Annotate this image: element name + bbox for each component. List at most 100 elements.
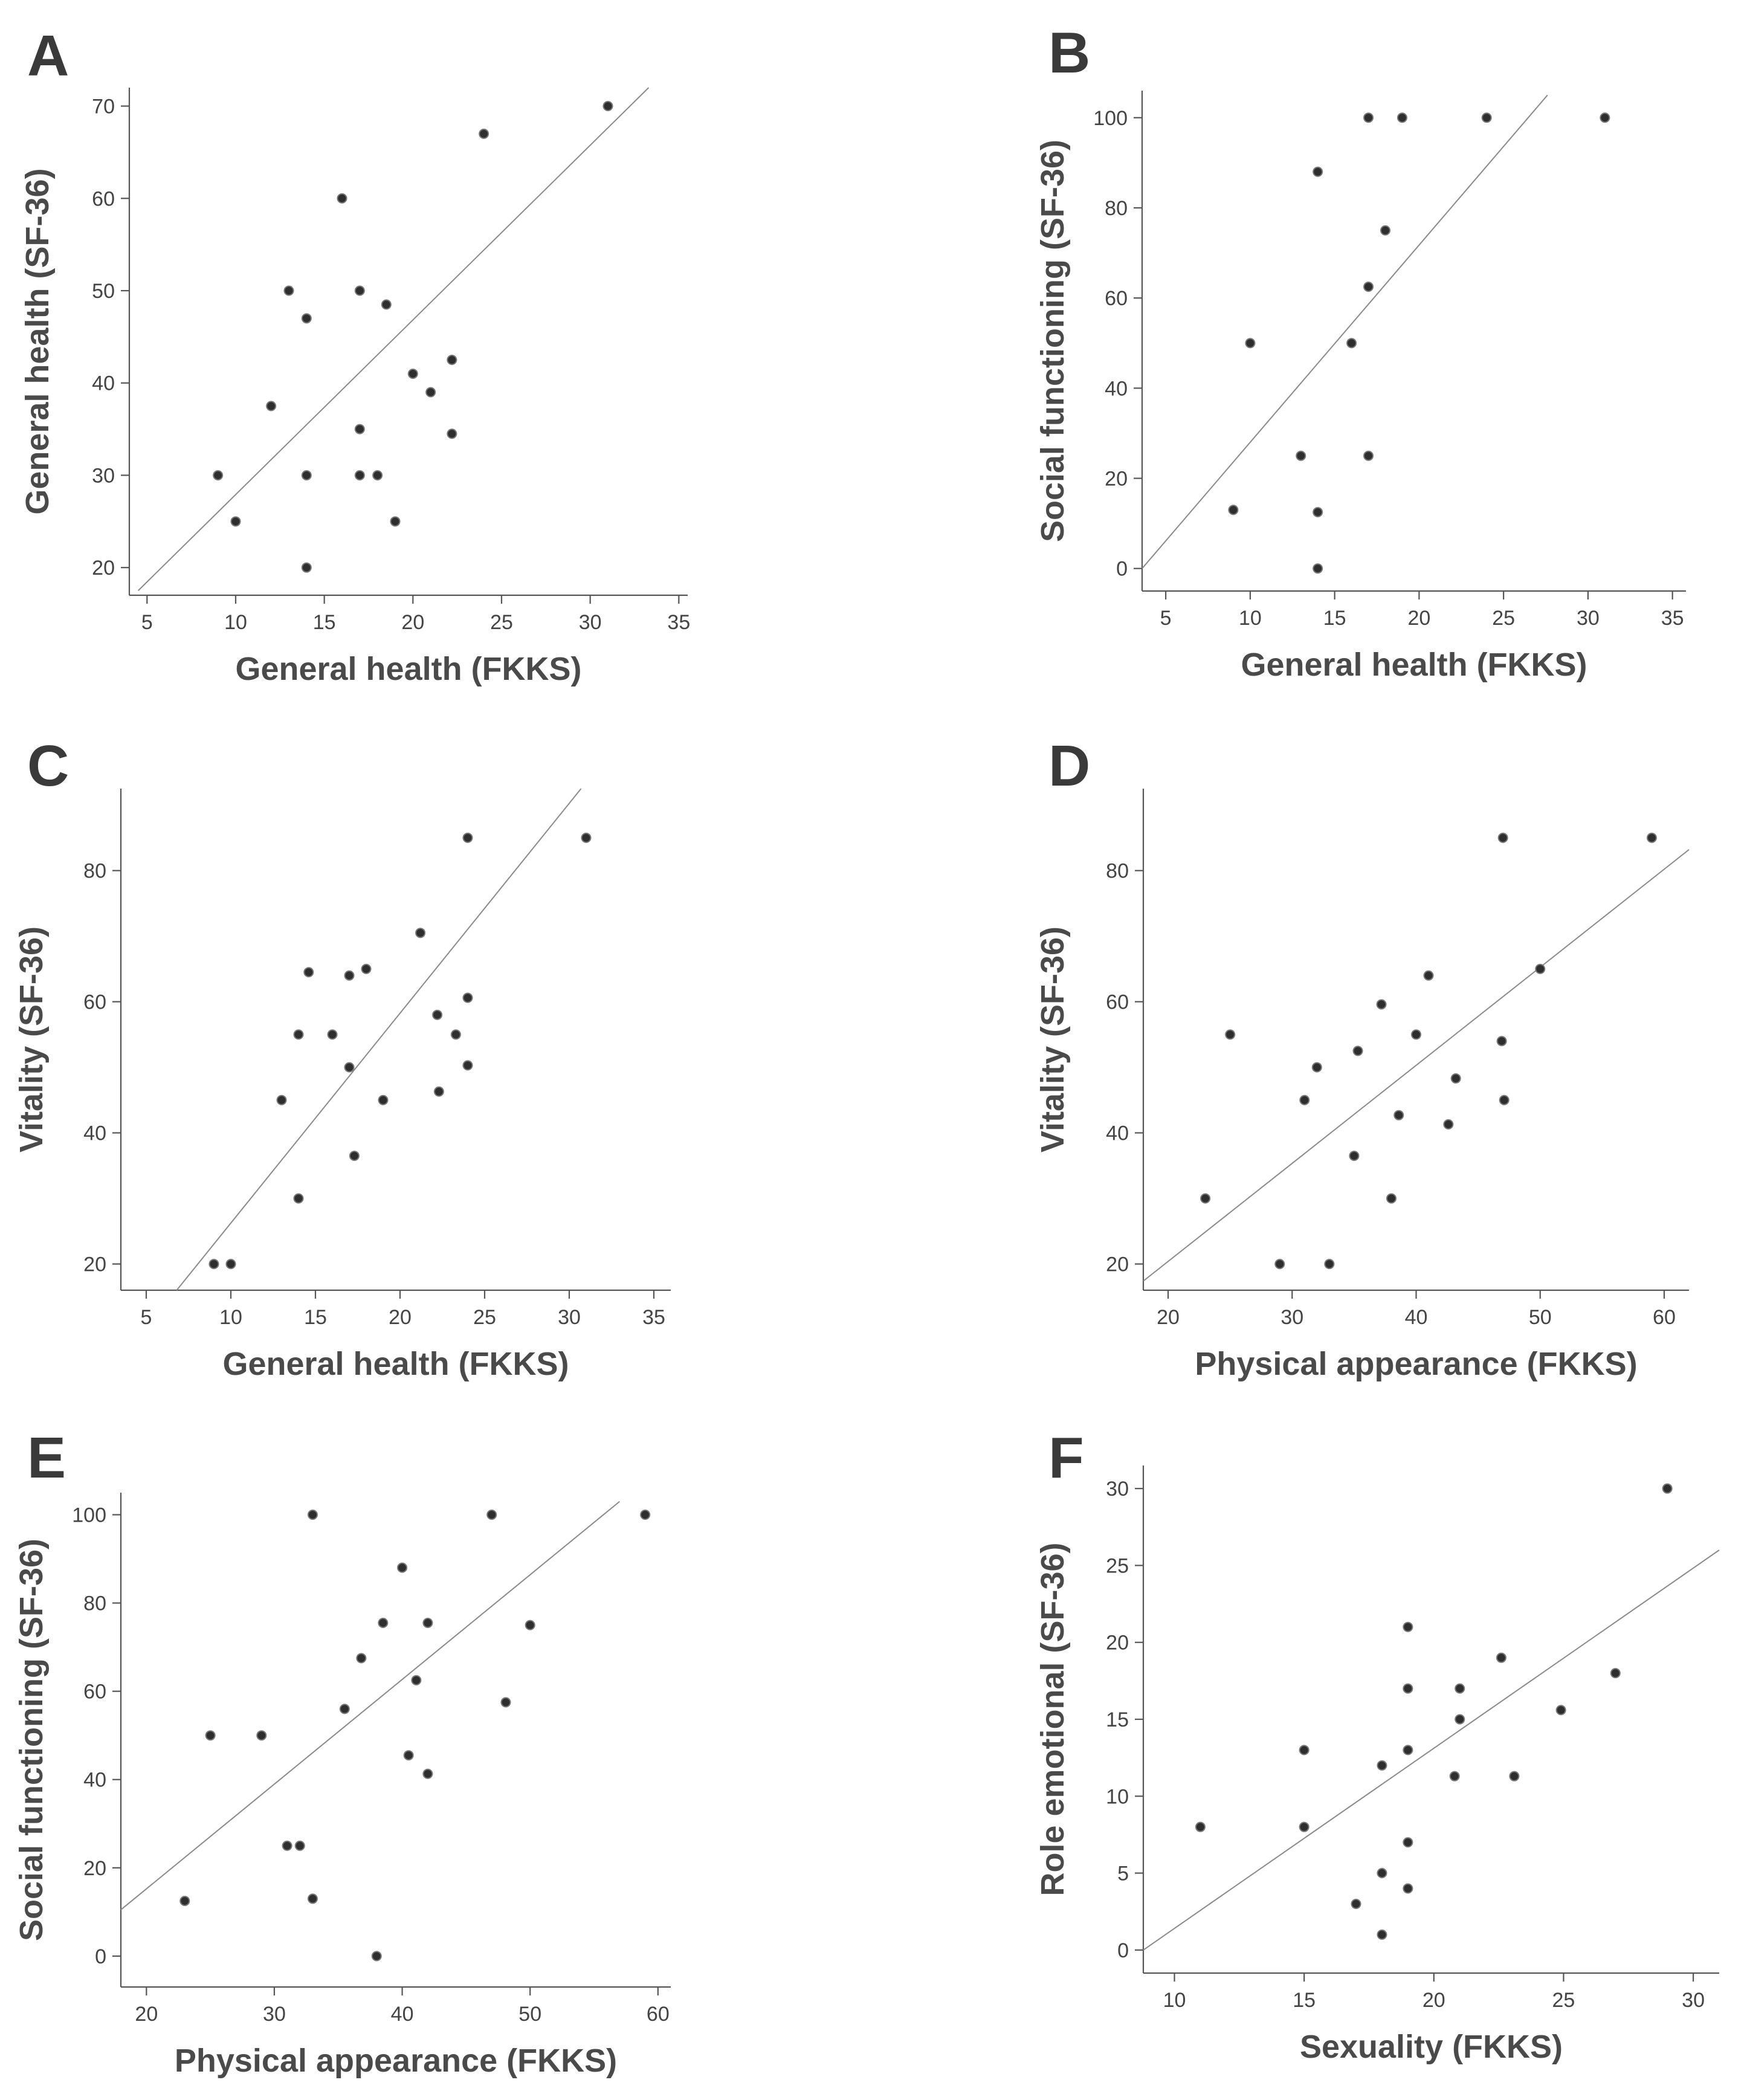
panel-b: B 5 10 15 20 25 30 35 0 20 40 60 80 100 General health… [1035,21,1686,683]
data-point [293,1193,304,1204]
y-tick-label: 40 [92,372,115,395]
y-tick-label: 100 [72,1504,106,1527]
data-point [1299,1821,1309,1832]
data-point [1499,1094,1510,1105]
data-point [354,424,365,435]
data-point [1245,338,1256,349]
y-tick-label: 20 [92,557,115,580]
x-tick-label: 15 [1293,1989,1316,2012]
data-point [411,1675,422,1685]
y-tick-label: 0 [1116,558,1128,581]
y-tick-label: 0 [1117,1939,1129,1962]
data-point [1377,1868,1387,1879]
data-point [1377,1929,1387,1940]
x-tick-label: 30 [1577,607,1600,630]
x-tick-label: 30 [579,611,602,634]
y-tick-label: 20 [1105,468,1128,491]
data-point [371,1951,382,1962]
x-axis-title: General health (FKKS) [222,1346,569,1382]
data-point [1610,1668,1621,1679]
regression-line [1142,94,1548,569]
data-point [1313,563,1323,574]
data-point [1403,1883,1413,1894]
data-point [349,1151,360,1161]
panel-letter-b: B [1048,21,1090,85]
x-tick-label: 50 [1529,1306,1552,1329]
x-axis-title: Physical appearance (FKKS) [1195,1346,1637,1382]
data-point [1496,1652,1506,1663]
x-tick-label: 30 [558,1306,581,1329]
data-point [266,401,277,412]
data-point [381,299,392,310]
x-tick-label: 60 [647,2003,670,2026]
data-point [1346,338,1357,349]
data-point [447,428,457,439]
y-tick-label: 20 [1106,1632,1129,1655]
data-point [205,1730,216,1741]
data-point [1311,1062,1322,1073]
data-point [1555,1705,1566,1716]
data-point [462,1060,473,1071]
x-tick-label: 10 [219,1306,242,1329]
y-tick-label: 80 [83,860,106,883]
x-tick-label: 5 [141,611,153,634]
y-tick-label: 70 [92,95,115,118]
regression-line [1143,849,1690,1282]
y-tick-label: 40 [83,1769,106,1792]
data-point [1351,1898,1361,1909]
data-point [230,516,241,527]
x-axis-title: Sexuality (FKKS) [1300,2029,1563,2065]
data-point [1352,1045,1363,1056]
data-point [294,1840,305,1851]
x-tick-label: 5 [1160,607,1172,630]
data-point [1380,225,1390,236]
data-point [344,970,355,981]
data-point [479,128,489,139]
x-tick-label: 35 [1661,607,1684,630]
data-point [307,1893,318,1904]
x-tick-label: 15 [1323,607,1346,630]
data-point [1403,1621,1413,1632]
data-point [1299,1745,1309,1756]
data-point [1377,1760,1387,1771]
data-point [1363,112,1374,123]
data-point [1535,963,1546,974]
regression-line [120,1501,620,1910]
y-tick-label: 20 [83,1253,106,1276]
x-tick-label: 35 [642,1306,665,1329]
y-tick-label: 5 [1117,1863,1129,1885]
regression-line [1143,1549,1720,1951]
data-point [525,1620,535,1630]
regression-line [176,788,582,1291]
data-point [208,1259,219,1270]
data-point [1481,112,1492,123]
y-tick-label: 10 [1106,1785,1129,1808]
y-axis-title: General health (SF-36) [19,168,56,514]
data-point [1274,1259,1285,1270]
data-point [432,1009,443,1020]
data-point [372,470,383,480]
y-tick-label: 15 [1106,1708,1129,1731]
x-axis-title: General health (FKKS) [235,651,581,687]
data-point [1397,112,1407,123]
data-point [303,967,314,978]
y-tick-label: 60 [1106,991,1129,1014]
y-tick-label: 60 [83,991,106,1014]
data-point [1386,1193,1397,1204]
data-point [356,1653,367,1664]
y-tick-label: 60 [92,187,115,210]
data-point [1393,1110,1404,1120]
data-point [1449,1771,1460,1782]
data-point [1225,1029,1236,1040]
x-tick-label: 10 [1239,607,1262,630]
x-tick-label: 20 [389,1306,412,1329]
panel-letter-a: A [27,24,69,88]
y-tick-label: 25 [1106,1554,1129,1577]
x-tick-label: 40 [391,2003,414,2026]
x-tick-label: 25 [490,611,513,634]
data-point [225,1259,236,1270]
x-tick-label: 30 [1682,1989,1705,2012]
data-point [1195,1821,1206,1832]
y-tick-label: 40 [1106,1122,1129,1145]
